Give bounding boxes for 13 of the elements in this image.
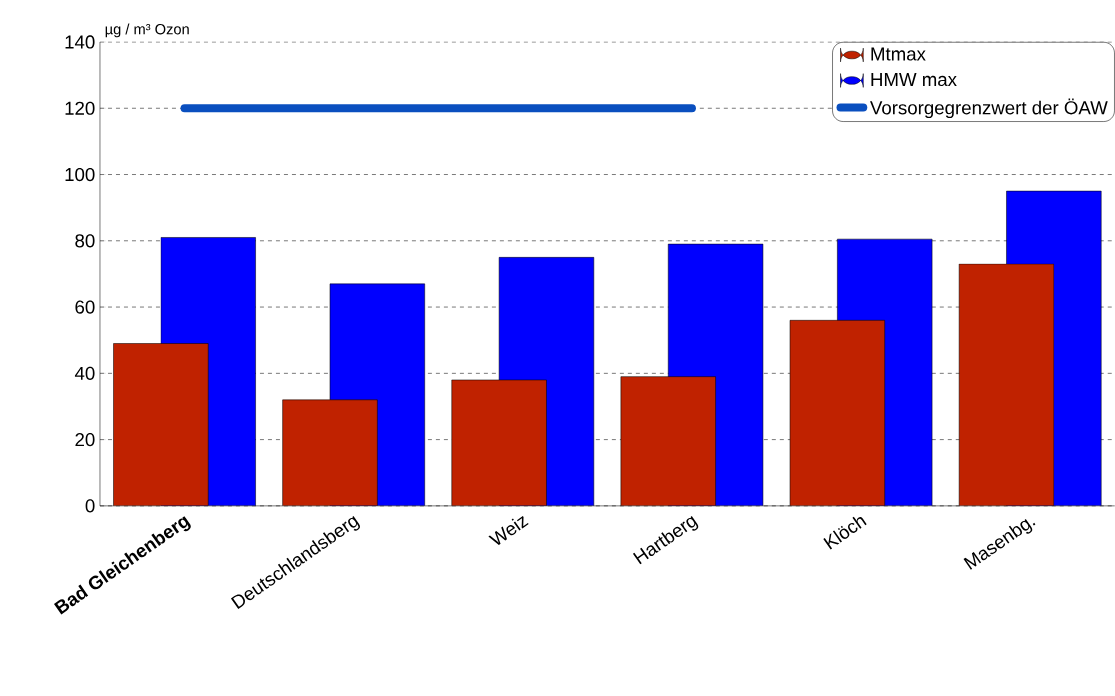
y-tick-label: 40 xyxy=(74,366,95,381)
y-axis-title: µg / m³ Ozon xyxy=(105,23,189,38)
legend-label: Mtmax xyxy=(871,47,926,61)
y-tick-label: 140 xyxy=(65,35,95,49)
legend-label: HMW max xyxy=(871,73,957,87)
y-tick-label: 20 xyxy=(75,433,95,447)
legend-label: Vorsorgegrenzwert der ÖAW xyxy=(870,98,1108,119)
y-tick-label: 80 xyxy=(75,234,95,248)
y-tick-label: 120 xyxy=(65,101,95,115)
x-tick-label: Weiz xyxy=(488,516,529,545)
y-tick-label: 0 xyxy=(85,499,95,513)
y-tick-label: 100 xyxy=(65,167,95,182)
y-tick-label: 60 xyxy=(75,300,95,314)
